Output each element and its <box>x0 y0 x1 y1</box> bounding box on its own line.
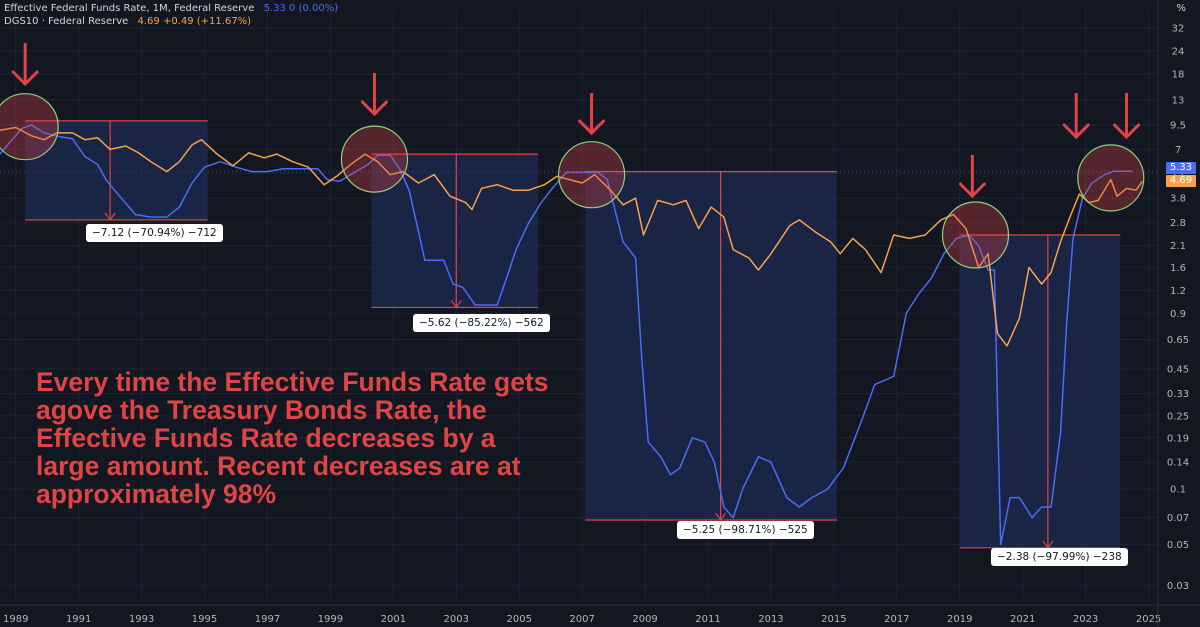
highlight-circle <box>941 201 1010 269</box>
y-axis-unit: % <box>1176 3 1186 14</box>
highlight-circle <box>557 141 626 209</box>
y-tick-label: 0.19 <box>1167 433 1189 444</box>
x-tick-label: 1991 <box>66 614 91 625</box>
x-tick-label: 2021 <box>1010 614 1035 625</box>
drop-box <box>959 234 1121 548</box>
down-arrow-head <box>11 70 39 87</box>
drop-label-3: −5.25 (−98.71%) −525 <box>677 521 814 539</box>
y-tick-label: 0.05 <box>1167 540 1189 551</box>
drop-label-1: −7.12 (−70.94%) −712 <box>86 224 223 242</box>
down-arrow-head <box>1062 123 1090 140</box>
x-tick-label: 2007 <box>569 614 594 625</box>
series-line-dgs10 <box>0 126 1143 347</box>
y-tick-label: 0.33 <box>1167 389 1189 400</box>
x-tick-label: 2005 <box>506 614 531 625</box>
down-arrow-head <box>360 100 388 117</box>
y-tick-label: 32 <box>1172 23 1185 34</box>
x-tick-label: 1989 <box>3 614 28 625</box>
y-tick-label: 3.8 <box>1170 194 1186 205</box>
drop-box <box>371 154 539 308</box>
y-tick-label: 0.25 <box>1167 411 1189 422</box>
y-tick-label: 2.1 <box>1170 241 1186 252</box>
drop-arrow-head <box>450 300 462 309</box>
x-tick-label: 1999 <box>318 614 343 625</box>
x-tick-label: 1995 <box>192 614 217 625</box>
highlight-circle <box>1077 144 1145 212</box>
down-arrow-head <box>958 182 986 199</box>
x-tick-label: 2025 <box>1136 614 1161 625</box>
x-tick-label: 1997 <box>255 614 280 625</box>
y-tick-label: 0.03 <box>1167 581 1189 592</box>
drop-boxes-layer <box>25 120 1121 549</box>
x-tick-label: 2015 <box>821 614 846 625</box>
x-tick-label: 2019 <box>947 614 972 625</box>
series-layer <box>0 124 1143 546</box>
down-arrow-head <box>578 119 606 136</box>
legend-dgs10[interactable]: DGS10 · Federal Reserve 4.69 +0.49 (+11.… <box>4 16 251 27</box>
legend-dgs10-values: 4.69 +0.49 (+11.67%) <box>137 16 252 27</box>
highlight-circles-layer <box>0 93 1145 269</box>
highlight-circle <box>0 93 59 161</box>
y-tick-label: 9.5 <box>1170 120 1186 131</box>
legend-dgs10-label: DGS10 · Federal Reserve <box>4 16 129 27</box>
y-tick-label: 0.14 <box>1167 458 1189 469</box>
arrows-layer <box>11 43 1141 199</box>
legend-effr-label: Effective Federal Funds Rate, 1M, Federa… <box>4 3 255 14</box>
x-tick-label: 1993 <box>129 614 154 625</box>
x-tick-label: 2013 <box>758 614 783 625</box>
y-tick-label: 18 <box>1172 69 1185 80</box>
x-tick-label: 2009 <box>632 614 657 625</box>
series-line-effective-federal-funds-rate <box>0 124 1133 546</box>
y-tick-label: 1.2 <box>1170 286 1186 297</box>
x-tick-label: 2001 <box>381 614 406 625</box>
y-tick-label: 1.6 <box>1170 263 1186 274</box>
y-tick-label: 0.9 <box>1170 309 1186 320</box>
y-tick-label: 7 <box>1175 145 1181 156</box>
drop-arrow-head <box>1042 540 1054 549</box>
drop-label-4: −2.38 (−97.99%) −238 <box>991 548 1128 566</box>
y-tick-label: 24 <box>1172 46 1185 57</box>
x-tick-label: 2017 <box>884 614 909 625</box>
highlight-circle <box>340 125 409 193</box>
x-tick-label: 2003 <box>444 614 469 625</box>
y-tick-label: 0.45 <box>1167 364 1189 375</box>
drop-box <box>25 120 208 220</box>
x-tick-label: 2011 <box>695 614 720 625</box>
y-tick-label: 13 <box>1172 95 1185 106</box>
drop-label-2: −5.62 (−85.22%) −562 <box>413 314 550 332</box>
y-tick-label: 0.07 <box>1167 513 1189 524</box>
y-tick-label: 2.8 <box>1170 218 1186 229</box>
down-arrow-head <box>1113 123 1141 140</box>
x-tick-label: 2023 <box>1073 614 1098 625</box>
drop-box <box>585 171 838 520</box>
drop-arrow-head <box>104 212 116 221</box>
y-tick-label: 0.1 <box>1170 485 1186 496</box>
y-tick-label: 0.65 <box>1167 335 1189 346</box>
price-tag-dgs10: 4.69 <box>1166 175 1196 187</box>
y-tick-label: 5.2 <box>1170 169 1186 180</box>
annotation-text: Every time the Effective Funds Rate gets… <box>36 367 549 509</box>
price-tag-effr: 5.33 <box>1166 162 1196 174</box>
drop-arrow-head <box>715 512 727 522</box>
legend-effr[interactable]: Effective Federal Funds Rate, 1M, Federa… <box>4 3 338 14</box>
legend-effr-values: 5.33 0 (0.00%) <box>263 3 339 14</box>
